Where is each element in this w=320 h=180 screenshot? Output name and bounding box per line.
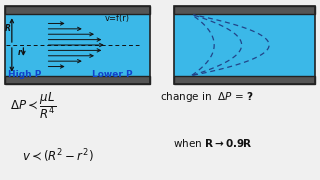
Text: $v \prec (R^2 - r^2)$: $v \prec (R^2 - r^2)$ [22,148,94,165]
Text: v=f(r): v=f(r) [104,14,129,23]
Bar [174,76,315,84]
Bar [174,6,315,14]
Text: r: r [17,48,21,57]
Text: $\Delta P \prec \dfrac{\mu L}{R^4}$: $\Delta P \prec \dfrac{\mu L}{R^4}$ [10,90,56,121]
Bar [174,6,315,84]
Text: High P: High P [8,70,41,79]
Text: Lower P: Lower P [92,70,133,79]
Bar [5,76,150,84]
Bar [5,6,150,14]
Text: when $\mathbf{R \rightarrow 0.9R}$: when $\mathbf{R \rightarrow 0.9R}$ [173,137,252,149]
Bar [5,6,150,84]
Bar [174,14,315,76]
Text: change in  $\Delta P$ = $\mathbf{?}$: change in $\Delta P$ = $\mathbf{?}$ [160,90,253,104]
Bar [5,14,150,76]
Text: R: R [4,24,10,33]
